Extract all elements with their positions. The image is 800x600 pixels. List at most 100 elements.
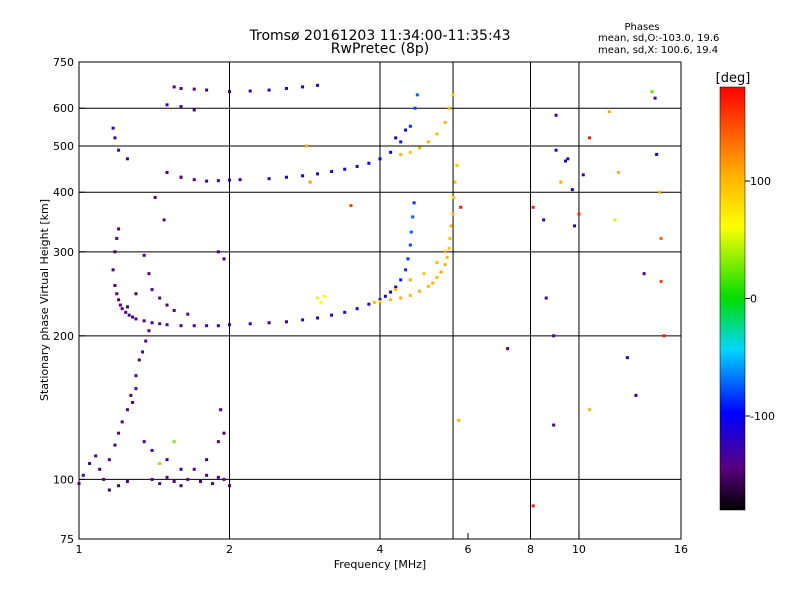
data-point bbox=[343, 167, 347, 171]
data-point bbox=[642, 272, 646, 276]
data-point bbox=[216, 324, 220, 328]
data-point bbox=[389, 150, 393, 154]
data-point bbox=[267, 88, 271, 92]
data-point bbox=[113, 443, 117, 447]
data-point bbox=[316, 316, 320, 320]
data-point bbox=[81, 473, 85, 477]
data-point bbox=[435, 132, 439, 136]
data-point bbox=[158, 482, 162, 486]
data-point bbox=[125, 157, 129, 161]
data-point bbox=[267, 177, 271, 181]
data-point bbox=[301, 174, 305, 178]
data-point bbox=[172, 85, 176, 89]
data-point bbox=[165, 170, 169, 174]
data-point bbox=[443, 250, 447, 254]
data-point bbox=[125, 305, 129, 309]
data-point bbox=[131, 315, 135, 319]
data-point bbox=[552, 334, 556, 338]
data-point bbox=[165, 458, 169, 462]
x-tick-label: 1 bbox=[76, 543, 83, 556]
data-point bbox=[179, 175, 183, 179]
data-point bbox=[205, 179, 209, 183]
data-point bbox=[658, 190, 662, 194]
x-tick-label: 4 bbox=[377, 543, 384, 556]
data-point bbox=[435, 260, 439, 264]
data-point bbox=[142, 440, 146, 444]
y-tick-label: 400 bbox=[53, 186, 74, 199]
data-point bbox=[408, 150, 412, 154]
data-point bbox=[343, 310, 347, 314]
data-point bbox=[150, 288, 154, 292]
x-tick-label: 16 bbox=[674, 543, 688, 556]
legend-line-o: mean, sd,O:-103.0, 19.6 bbox=[598, 33, 719, 44]
data-point bbox=[404, 268, 408, 272]
data-point bbox=[451, 212, 455, 216]
data-point bbox=[447, 246, 451, 250]
colorbar-ticks: 100 0 -100 bbox=[745, 175, 775, 423]
data-point bbox=[192, 324, 196, 328]
data-point bbox=[506, 347, 510, 351]
data-point bbox=[179, 467, 183, 471]
data-point bbox=[216, 179, 220, 183]
data-point bbox=[573, 224, 577, 228]
data-point bbox=[115, 292, 119, 296]
data-point bbox=[107, 488, 111, 492]
data-point bbox=[158, 296, 162, 300]
data-point bbox=[134, 374, 138, 378]
colorbar-tick-label: 0 bbox=[750, 293, 757, 306]
data-point bbox=[451, 93, 455, 97]
data-point bbox=[408, 124, 412, 128]
data-point bbox=[301, 318, 305, 322]
data-point bbox=[373, 300, 377, 304]
data-point bbox=[134, 387, 138, 391]
data-point bbox=[452, 195, 456, 199]
data-point bbox=[111, 268, 115, 272]
data-point bbox=[113, 136, 117, 140]
data-point bbox=[564, 159, 568, 163]
data-point bbox=[399, 152, 403, 156]
data-point bbox=[162, 218, 166, 222]
data-point bbox=[172, 479, 176, 483]
data-point bbox=[394, 285, 398, 289]
y-tick-label: 75 bbox=[60, 533, 74, 546]
data-point bbox=[186, 477, 190, 481]
x-tick-label: 6 bbox=[465, 543, 472, 556]
data-point bbox=[455, 164, 459, 168]
legend-line-x: mean, sd,X: 100.6, 19.4 bbox=[598, 45, 718, 56]
data-point bbox=[554, 148, 558, 152]
y-tick-label: 600 bbox=[53, 102, 74, 115]
data-point bbox=[662, 334, 666, 338]
data-point bbox=[625, 356, 629, 360]
data-point bbox=[531, 504, 535, 508]
data-point bbox=[158, 322, 162, 326]
data-point bbox=[118, 303, 122, 307]
data-point bbox=[147, 272, 151, 276]
data-point bbox=[129, 393, 133, 397]
data-point bbox=[413, 106, 417, 110]
data-point bbox=[222, 477, 226, 481]
data-point bbox=[408, 278, 412, 282]
data-point bbox=[304, 144, 308, 148]
data-point bbox=[179, 86, 183, 90]
colorbar bbox=[719, 86, 746, 511]
data-point bbox=[650, 90, 654, 94]
data-point bbox=[192, 467, 196, 471]
data-point bbox=[120, 420, 124, 424]
data-point bbox=[172, 308, 176, 312]
legend-title: Phases bbox=[624, 22, 659, 33]
data-point bbox=[165, 303, 169, 307]
data-point bbox=[192, 178, 196, 182]
data-point bbox=[113, 250, 117, 254]
data-point bbox=[117, 484, 121, 488]
data-point bbox=[330, 313, 334, 317]
data-point bbox=[115, 236, 119, 240]
data-point bbox=[117, 148, 121, 152]
data-point bbox=[94, 454, 98, 458]
data-point bbox=[316, 172, 320, 176]
data-point bbox=[316, 83, 320, 87]
data-point bbox=[165, 103, 169, 107]
data-point bbox=[422, 272, 426, 276]
data-point bbox=[319, 300, 323, 304]
data-point bbox=[102, 477, 106, 481]
data-point bbox=[267, 321, 271, 325]
